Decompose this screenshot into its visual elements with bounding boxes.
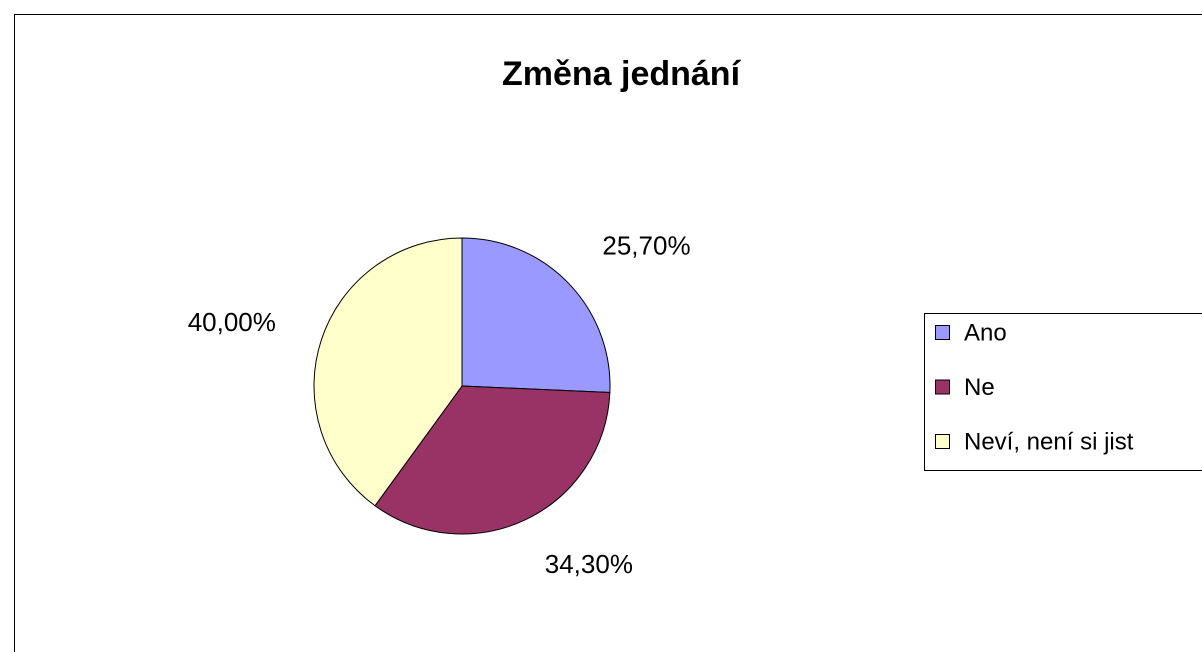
legend-label: Ne bbox=[964, 374, 995, 401]
legend-swatch bbox=[935, 379, 950, 395]
pie-slice bbox=[461, 237, 611, 394]
legend-swatch bbox=[935, 325, 950, 340]
chart-title: Změna jednání bbox=[502, 55, 742, 93]
pie-slice bbox=[313, 237, 463, 507]
data-label: 34,30% bbox=[545, 549, 633, 579]
data-label: 40,00% bbox=[188, 307, 276, 337]
legend-box bbox=[924, 313, 1202, 471]
pie-slice bbox=[374, 385, 611, 535]
legend-label: Neví, není si jist bbox=[964, 428, 1134, 455]
legend-label: Ano bbox=[964, 319, 1007, 346]
legend-swatch bbox=[935, 434, 950, 449]
data-label: 25,70% bbox=[602, 231, 690, 261]
